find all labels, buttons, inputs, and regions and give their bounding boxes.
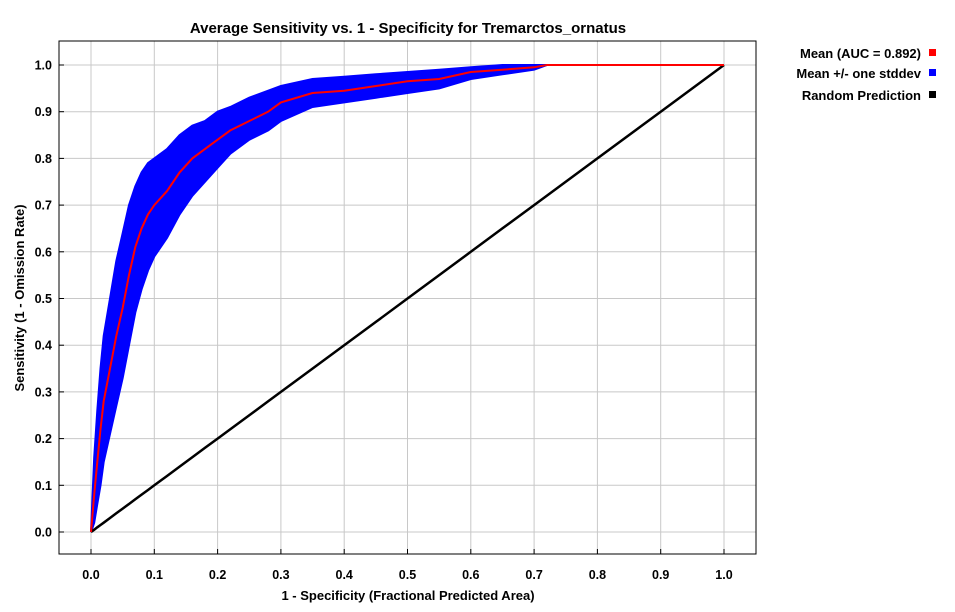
y-axis-ticks: 0.0 0.1 0.2 0.3 0.4 0.5 0.6 0.7 0.8 0.9 1.0 xyxy=(35,59,64,540)
x-tick-label: 0.1 xyxy=(146,568,163,582)
x-tick-label: 0.8 xyxy=(589,568,606,582)
x-tick-label: 0.5 xyxy=(399,568,416,582)
y-tick-label: 0.6 xyxy=(35,245,52,259)
y-tick-label: 1.0 xyxy=(35,59,52,73)
y-tick-label: 0.2 xyxy=(35,432,52,446)
legend-swatch xyxy=(929,69,936,76)
legend-swatch xyxy=(929,91,936,98)
x-axis-label: 1 - Specificity (Fractional Predicted Ar… xyxy=(281,588,534,603)
x-tick-label: 0.6 xyxy=(462,568,479,582)
x-tick-label: 0.3 xyxy=(272,568,289,582)
x-tick-label: 0.9 xyxy=(652,568,669,582)
x-tick-label: 0.4 xyxy=(336,568,353,582)
legend-swatch xyxy=(929,49,936,56)
mean-line xyxy=(90,64,724,533)
y-tick-label: 0.9 xyxy=(35,105,52,119)
legend: Mean (AUC = 0.892) Mean +/- one stddev Ran… xyxy=(796,46,936,103)
y-axis-label: Sensitivity (1 - Omission Rate) xyxy=(12,204,27,391)
x-tick-label: 0.0 xyxy=(82,568,99,582)
random-prediction-line xyxy=(90,63,725,534)
legend-label: Mean (AUC = 0.892) xyxy=(800,46,921,61)
x-tick-label: 0.7 xyxy=(525,568,542,582)
legend-label: Mean +/- one stddev xyxy=(796,66,921,81)
y-tick-label: 0.3 xyxy=(35,385,52,399)
chart-title: Average Sensitivity vs. 1 - Specificity … xyxy=(190,20,626,37)
legend-label: Random Prediction xyxy=(802,88,921,103)
y-tick-label: 0.8 xyxy=(35,152,52,166)
plot-area xyxy=(90,63,725,534)
y-tick-label: 0.0 xyxy=(35,526,52,540)
y-tick-label: 0.7 xyxy=(35,199,52,213)
y-tick-label: 0.1 xyxy=(35,479,52,493)
x-tick-label: 1.0 xyxy=(715,568,732,582)
x-axis-ticks: 0.0 0.1 0.2 0.3 0.4 0.5 0.6 0.7 0.8 0.9 1.0 xyxy=(82,549,733,582)
x-tick-label: 0.2 xyxy=(209,568,226,582)
stddev-band xyxy=(90,64,724,533)
y-tick-label: 0.5 xyxy=(35,292,52,306)
y-tick-label: 0.4 xyxy=(35,339,52,353)
